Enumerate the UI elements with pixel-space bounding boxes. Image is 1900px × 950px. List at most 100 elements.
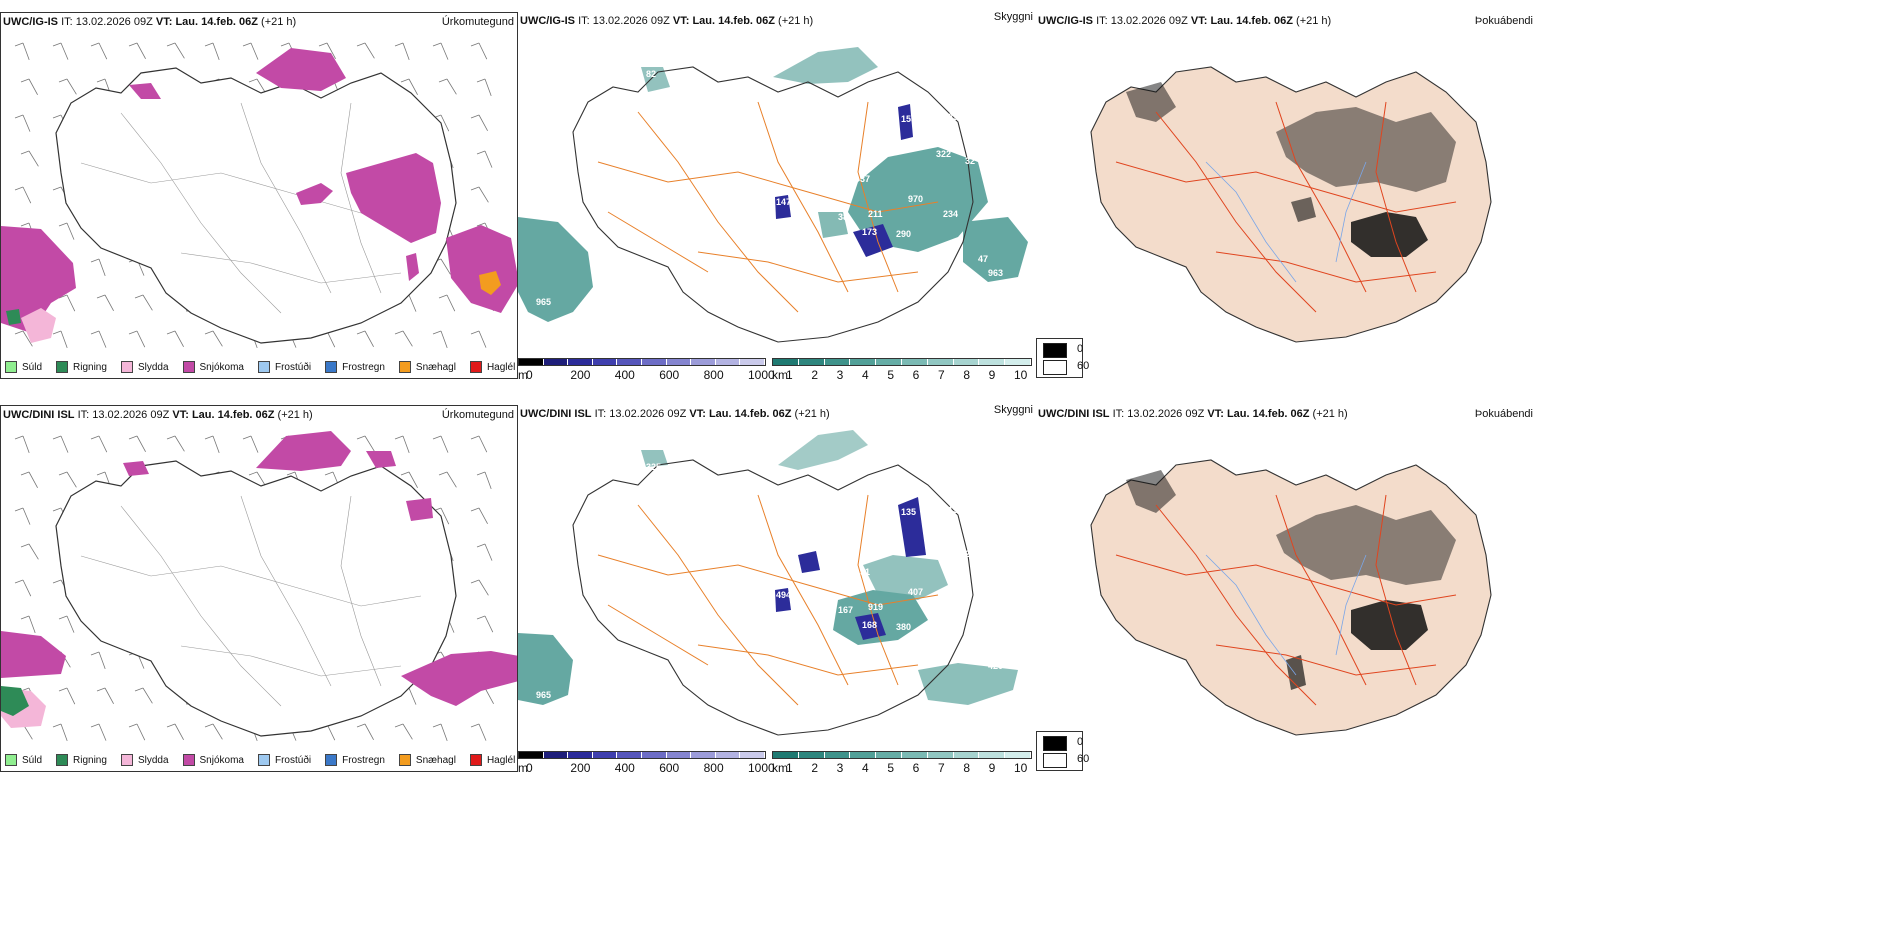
rivers [1205,554,1367,676]
visibility-value-label: 729 [943,112,958,122]
legend-item: Frostregn [325,754,385,766]
precip-legend: Súld Rigning Slydda Snjókoma Frostúði Frostre… [5,361,517,373]
wind-barb [476,150,493,168]
wind-barb [470,186,489,203]
legend-swatch [325,754,338,766]
legend-item: Súld [5,754,42,766]
colorbar-strip [518,358,766,366]
wind-barb [242,42,259,60]
cloud-legend-swatch [1043,753,1067,768]
fog-index-map [1090,459,1492,736]
wind-barb [128,723,146,741]
visibility-value-label: 965 [536,690,551,700]
wind-barb [20,150,39,167]
colorbar-strip [772,358,1032,366]
cloud-legend-label: 0 [1077,736,1084,748]
wind-barb [470,114,488,131]
legend-swatch [182,361,195,373]
rain-area [1,686,29,716]
cloud-legend-label: 0 [1077,343,1084,355]
wind-barb [14,435,30,454]
visibility-colorbar: km 1 2 3 4 5 6 7 8 9 10 [772,358,1036,382]
wind-barb [90,258,106,277]
panel-title: Úrkomutegund [441,409,514,421]
rain-area [6,309,21,325]
colorbar-tick-label: 9 [988,761,996,775]
fog-areas [1126,82,1456,257]
legend-label: Rigning [73,754,107,766]
wind-barb [394,330,413,347]
colorbar-tick-label: 600 [659,368,680,382]
wind-barb [128,435,146,452]
panel-title: Skyggni [993,405,1033,416]
high-terrain [775,104,913,257]
wind-barb [470,435,488,453]
wind-barb [470,579,489,596]
colorbar-tick-label: 9 [988,368,996,382]
wind-barb [400,471,418,488]
legend-label: Haglél [486,361,516,373]
visibility-value-label: 147 [776,197,791,207]
fog-index-map [1090,66,1492,343]
legend-swatch [257,361,270,373]
wind-barb [476,543,493,561]
wind-barb [14,507,31,525]
wind-barb [432,42,449,60]
legend-label: Frostúði [274,361,312,373]
visibility-value-label: 921 [978,647,993,657]
legend-label: Snjókoma [199,754,244,766]
cloud-legend: 0 60 [1036,731,1089,771]
legend-swatch [120,754,133,766]
panel-header: UWC/IG-IS IT: 13.02.2026 09Z VT: Lau. 14… [520,15,814,27]
road-network [597,101,939,313]
wind-barb [356,330,374,347]
visibility-value-label: 173 [862,227,877,237]
wind-barb [166,42,185,59]
legend-swatch [5,361,17,373]
wind-barb [204,723,223,740]
wind-barb [14,186,32,204]
legend-item: Haglél [469,754,515,766]
wind-barb [166,330,184,347]
colorbar-tick-label: 6 [912,761,920,775]
visibility-panel-row1: UWC/IG-IS IT: 13.02.2026 09Z VT: Lau. 14… [518,12,1036,382]
panel-header: UWC/IG-IS IT: 13.02.2026 09Z VT: Lau. 14… [1038,15,1332,27]
visibility-value-label: 211 [868,209,883,219]
wind-barb [90,723,107,741]
colorbar-unit: km [772,761,788,775]
cloud-legend-label: 60 [1077,360,1090,372]
colorbar-tick-label: 1 [786,368,793,382]
colorbar-tick-label: 1 [786,761,793,775]
legend-swatch [257,754,270,766]
visibility-value-label: 970 [908,194,923,204]
legend-item: Frostúði [257,361,312,373]
wind-barb [394,42,410,61]
road-network [1115,101,1457,313]
visibility-labels: 325 135 415 448 221 51 494 407 167 919 393 168 380 92… [536,462,1003,700]
wind-barb [20,78,38,95]
legend-item: Snjókoma [182,754,244,766]
legend-item: Haglél [469,361,516,373]
snow-areas [1,48,517,333]
visibility-map: 82 155 729 322 32 37 147 970 38 211 234 173 290 47963… [518,47,1028,343]
legend-item: Slydda [120,754,169,766]
panel-header: UWC/DINI ISL IT: 13.02.2026 09Z VT: Lau.… [520,408,830,420]
wind-barb [20,543,39,560]
panel-title: Skyggni [993,12,1033,23]
wind-barb [128,42,146,59]
precip-map [1,42,517,349]
wind-barb [356,723,374,740]
colorbar-tick-label: 800 [703,761,724,775]
wind-barb [90,651,106,670]
visibility-value-label: 37 [860,174,870,184]
visibility-value-label: 38 [838,212,848,222]
colorbar-tick-label: 1000 [748,761,775,775]
wind-barb [14,330,33,347]
colorbar-tick-label: 200 [570,761,591,775]
road-network [597,494,939,706]
colorbar-unit: km [772,368,788,382]
colorbar-tick-label: 0 [526,761,533,775]
colorbar-tick-label: 10 [1014,761,1028,775]
wind-barb [90,330,107,348]
legend-item: Rigning [56,754,107,766]
